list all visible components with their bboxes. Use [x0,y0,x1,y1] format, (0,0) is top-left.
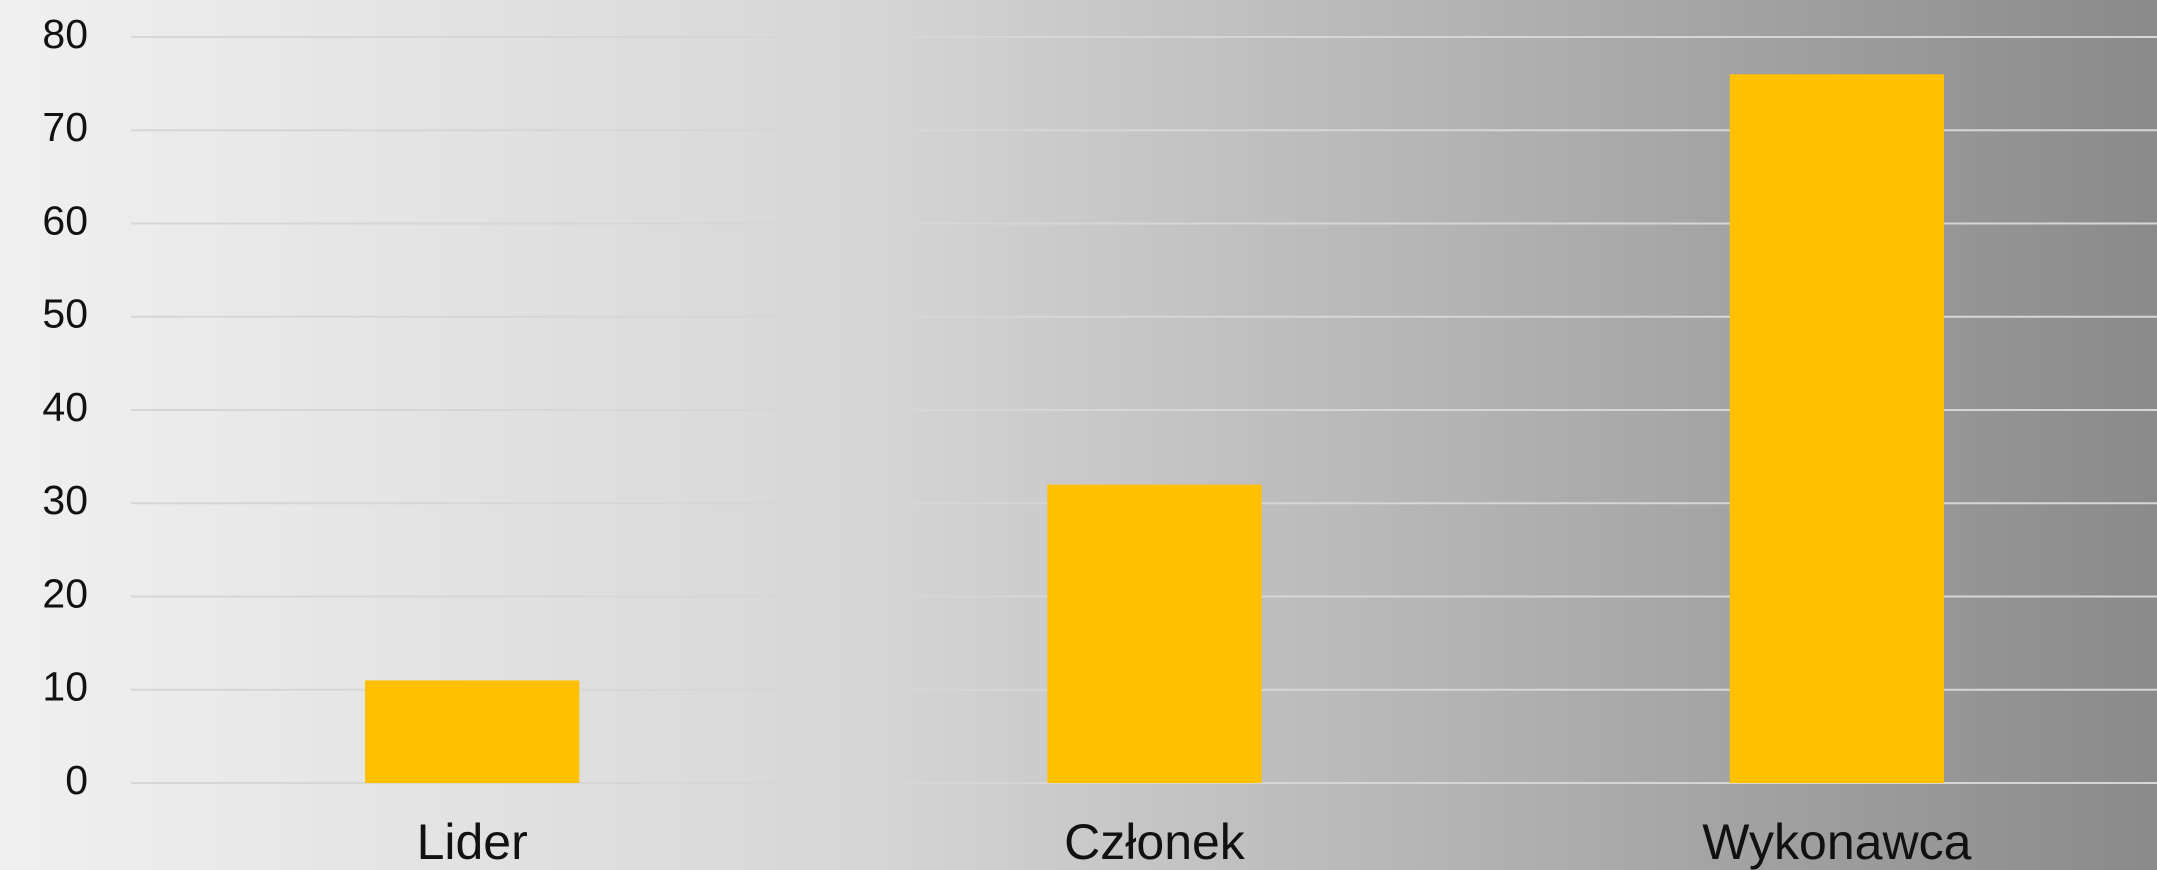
y-tick-label: 0 [65,757,88,803]
y-tick-label: 70 [42,104,88,150]
bar [1729,74,1944,784]
x-tick-label: Lider [417,814,528,870]
bar [1047,484,1262,783]
bar [365,680,580,783]
y-tick-label: 60 [42,197,88,243]
x-tick-label: Członek [1064,814,1246,870]
y-tick-label: 10 [42,664,88,710]
y-tick-label: 20 [42,570,88,616]
x-tick-label: Wykonawca [1702,814,1971,870]
y-tick-label: 40 [42,384,88,430]
y-tick-label: 80 [42,11,88,57]
y-tick-label: 50 [42,291,88,337]
y-tick-label: 30 [42,477,88,523]
